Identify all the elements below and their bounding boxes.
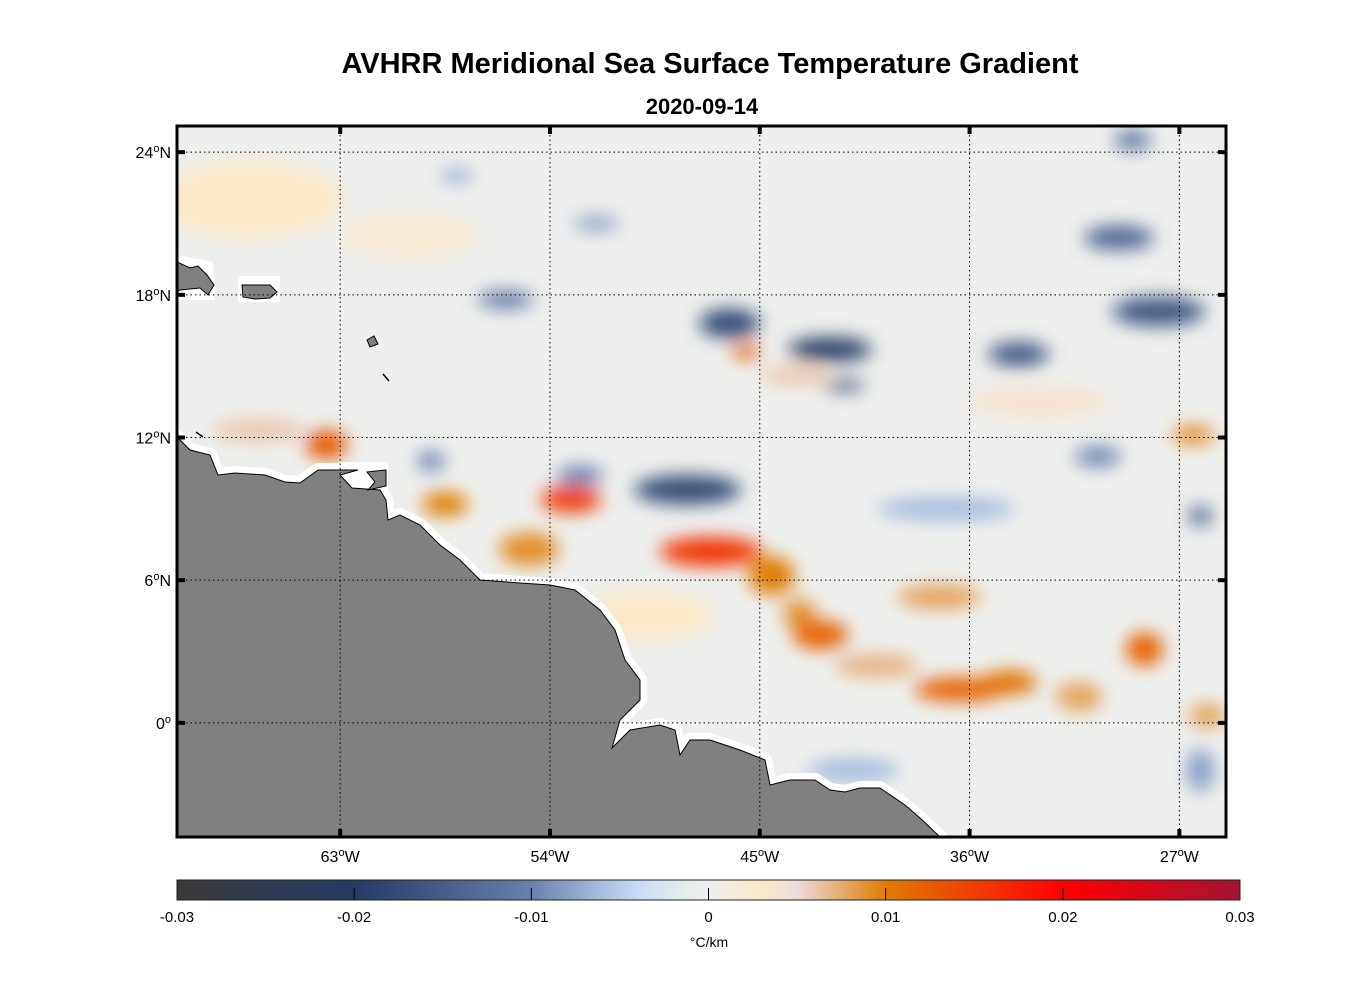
chart-subtitle: 2020-09-14 <box>645 94 759 119</box>
map-frame <box>175 124 1228 839</box>
chart-title: AVHRR Meridional Sea Surface Temperature… <box>341 48 1079 80</box>
gradient-anomaly <box>988 342 1049 367</box>
island-trinidad <box>366 469 387 491</box>
gradient-anomaly <box>540 486 602 513</box>
axis-tick-label: 63oW <box>321 847 361 866</box>
gradient-anomaly <box>1055 682 1103 711</box>
colorbar-ticks <box>353 888 1064 900</box>
axis-tick-label: 36oW <box>950 847 990 866</box>
gradient-anomaly <box>1111 297 1206 326</box>
gradient-anomaly <box>792 620 849 650</box>
colorbar-tick-label: -0.03 <box>159 909 195 926</box>
land-south-america <box>177 436 941 837</box>
gradient-anomaly <box>748 556 795 595</box>
axis-tick-label: 27oW <box>1160 847 1200 866</box>
gradient-anomaly <box>177 161 343 238</box>
gradient-anomaly <box>981 670 1038 695</box>
gradient-anomaly <box>1083 225 1154 250</box>
axis-ticks <box>177 126 1226 837</box>
gradient-anomaly <box>1186 749 1215 792</box>
gradient-anomaly <box>806 758 900 783</box>
island-barbados <box>382 373 390 382</box>
island-puerto-rico <box>241 284 278 300</box>
gradient-anomaly <box>1125 632 1164 666</box>
gradient-anomaly <box>659 537 763 566</box>
gradient-anomaly <box>440 168 474 184</box>
island-grenada <box>195 431 204 438</box>
colorbar-tick-label: 0.02 <box>1048 909 1078 926</box>
gradient-anomaly <box>1172 425 1215 445</box>
axis-tick-label: 54oW <box>530 847 570 866</box>
colorbar-tick-label: -0.02 <box>337 909 372 926</box>
gradient-anomaly <box>699 309 760 338</box>
colorbar-tick-label: 0 <box>704 909 713 926</box>
gradient-anomaly <box>211 418 306 443</box>
gradient-anomaly <box>477 291 534 308</box>
gradient-anomaly <box>897 584 982 609</box>
axis-labels: 24oN 18oN 12oN 6oN 0o 63oW 54oW 45oW 36oW 27oW <box>136 143 1200 866</box>
axis-tick-label: 0o <box>156 714 171 733</box>
axis-tick-label: 12oN <box>136 429 171 448</box>
gradient-anomaly <box>787 337 872 362</box>
graticule <box>177 126 1226 837</box>
gradient-anomaly <box>573 216 620 231</box>
gradient-anomaly <box>633 475 742 505</box>
gradient-anomaly <box>1188 506 1213 526</box>
gradient-anomaly <box>969 385 1110 419</box>
colorbar-tick-label: 0.03 <box>1225 909 1255 926</box>
gradient-anomaly <box>1188 703 1226 728</box>
gradient-anomaly <box>1114 130 1152 150</box>
island-guadeloupe <box>366 335 379 348</box>
gradient-anomaly <box>305 430 348 459</box>
axis-tick-label: 18oN <box>136 286 171 305</box>
axis-tick-label: 6oN <box>144 571 171 590</box>
gradient-anomaly <box>417 451 446 471</box>
gradient-anomaly <box>876 496 1017 521</box>
colorbar-unit-label: °C/km <box>689 934 729 950</box>
gradient-anomaly <box>340 211 481 260</box>
gradient-anomaly <box>421 492 469 516</box>
axis-tick-label: 24oN <box>136 143 171 162</box>
gradient-anomaly <box>759 366 830 386</box>
gradient-anomaly <box>834 653 919 678</box>
gradient-anomaly <box>556 466 604 486</box>
colorbar-tick-label: 0.01 <box>871 909 901 926</box>
colorbar-tick-label: -0.01 <box>514 909 549 926</box>
gradient-anomaly <box>822 380 865 390</box>
gradient-anomaly <box>1074 447 1122 467</box>
axis-tick-label: 45oW <box>740 847 780 866</box>
gradient-anomaly <box>498 532 560 566</box>
gradient-anomaly <box>731 344 760 360</box>
gradient-anomaly <box>783 599 816 628</box>
